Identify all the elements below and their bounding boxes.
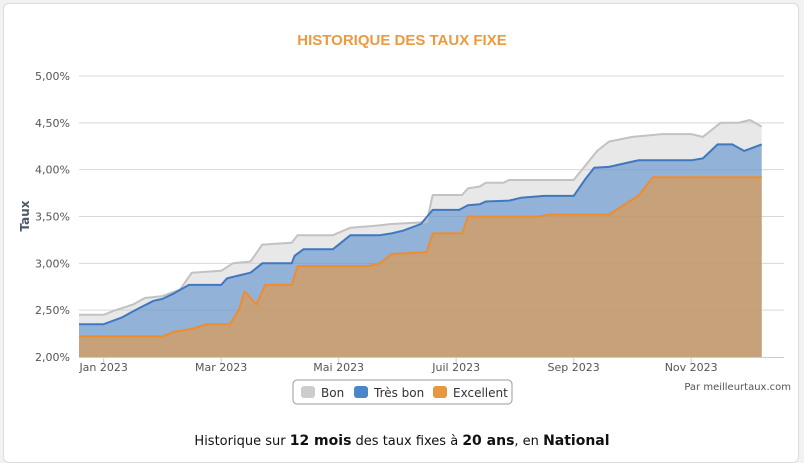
legend-item-tres-bon[interactable]: Très bon — [354, 386, 424, 400]
line-tres-bon[interactable] — [79, 143, 763, 326]
caption-text-1: Historique sur — [194, 434, 290, 449]
rate-history-chart: HISTORIQUE DES TAUX FIXE 2,00% 2,50% 3,00%… — [18, 32, 791, 405]
caption-bold-duration: 20 ans — [462, 433, 515, 449]
y-tick-label: 2,50% — [35, 304, 70, 317]
y-tick-label: 4,00% — [35, 164, 70, 177]
y-tick-label: 5,00% — [35, 70, 70, 83]
y-tick-label: 4,50% — [35, 117, 70, 130]
caption-bold-period: 12 mois — [289, 433, 352, 449]
y-tick-label: 3,50% — [35, 211, 70, 224]
legend-box — [292, 379, 513, 405]
legend-label-excellent: Excellent — [453, 386, 508, 400]
series-lines — [79, 119, 763, 338]
caption-text-3: , en — [514, 434, 544, 449]
chart-title: HISTORIQUE DES TAUX FIXE — [297, 32, 506, 49]
caption-text-2: des taux fixes à — [351, 434, 463, 449]
x-tick-label: Mar 2023 — [195, 361, 247, 374]
x-tick-label: Sep 2023 — [548, 361, 600, 374]
legend-item-bon[interactable]: Bon — [301, 386, 344, 400]
line-excellent[interactable] — [79, 176, 762, 338]
x-tick-label: Nov 2023 — [665, 361, 718, 374]
legend-swatch-excellent — [433, 386, 447, 398]
x-axis: Jan 2023 Mar 2023 Mai 2023 Juil 2023 Sep 202… — [78, 357, 784, 374]
area-excellent — [79, 177, 762, 357]
legend-item-excellent[interactable]: Excellent — [433, 386, 508, 400]
x-tick-label: Mai 2023 — [313, 361, 364, 374]
x-tick-label: Jan 2023 — [78, 361, 127, 374]
caption-bold-region: National — [543, 433, 610, 449]
chart-caption: Historique sur 12 mois des taux fixes à … — [0, 433, 804, 449]
x-tick-label: Juil 2023 — [431, 361, 480, 374]
credit-text[interactable]: Par meilleurtaux.com — [684, 382, 791, 393]
y-axis-label: Taux — [18, 200, 32, 231]
y-tick-label: 3,00% — [35, 257, 70, 270]
legend-swatch-bon — [301, 386, 315, 398]
legend-label-tres-bon: Très bon — [373, 386, 424, 400]
legend-swatch-tres-bon — [354, 386, 368, 398]
series-areas — [79, 120, 762, 357]
y-axis-ticks: 2,00% 2,50% 3,00% 3,50% 4,00% 4,50% 5,00% — [35, 70, 70, 364]
y-tick-label: 2,00% — [35, 351, 70, 364]
legend: Bon Très bon Excellent — [292, 379, 513, 405]
legend-label-bon: Bon — [321, 386, 344, 400]
